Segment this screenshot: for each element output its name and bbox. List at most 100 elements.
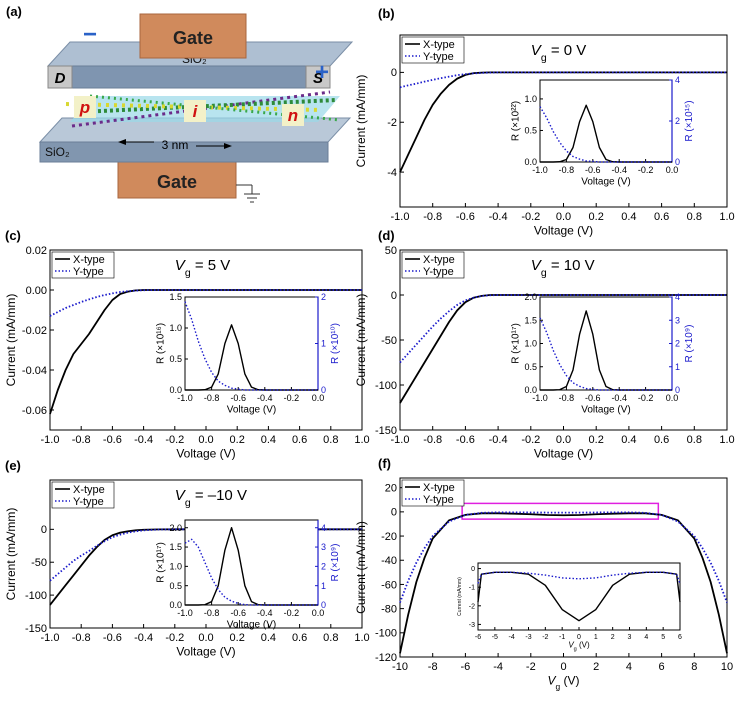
y-tick-label: -3: [469, 622, 475, 629]
inset-frame: [184, 296, 319, 391]
series-line: [477, 571, 681, 584]
legend-box: [51, 251, 115, 279]
x-tick-label: -1.0: [391, 434, 410, 446]
legend-label: Y-type: [73, 496, 104, 508]
y2-axis-label: R (×10¹⁵): [684, 100, 695, 141]
y2-tick-label: 4: [321, 523, 326, 533]
y-tick-label: 2.0: [524, 292, 537, 302]
x-tick-label: 0.4: [621, 211, 636, 223]
y2-axis-label: R (×10¹⁰): [330, 323, 341, 364]
y2-tick-label: 4: [675, 292, 680, 302]
x-tick-label: 0.8: [687, 211, 702, 223]
y-axis-label: Current (mA/mm): [457, 577, 463, 616]
series-line: [540, 104, 672, 163]
minus-sign: −: [83, 21, 97, 48]
x-axis-label: Vg (V): [568, 641, 590, 653]
y2-tick-label: 2: [675, 116, 680, 126]
annotation-part: = –10 V: [191, 487, 247, 504]
x-tick-label: -2: [526, 661, 536, 673]
y-tick-label: -100: [25, 590, 47, 602]
y-axis-label: Current (mA/mm): [4, 294, 18, 387]
x-axis-label: Voltage (V): [227, 620, 276, 631]
y2-tick-label: 1: [321, 339, 326, 349]
x-tick-label: 0.0: [312, 608, 325, 618]
series-line: [399, 511, 728, 603]
y-tick-label: -100: [375, 628, 397, 640]
x-tick-label: 0: [577, 634, 581, 641]
x-tick-label: 1: [594, 634, 598, 641]
x-tick-label: 1.0: [354, 632, 369, 644]
y2-tick-label: 0: [321, 600, 326, 610]
y-tick-label: -80: [381, 603, 397, 615]
y-tick-label: -0.04: [22, 365, 47, 377]
y-tick-label: 0.5: [524, 362, 537, 372]
series-line: [49, 289, 362, 317]
inset-frame: [539, 296, 673, 391]
y-tick-label: 2.0: [169, 523, 182, 533]
source-label: S: [313, 70, 323, 87]
x-tick-label: -0.6: [456, 434, 475, 446]
annotation-part: = 5 V: [191, 257, 231, 274]
x-tick-label: -6: [461, 661, 471, 673]
y2-axis-label: R (×10⁹): [330, 544, 341, 582]
x-axis-label: Voltage (V): [176, 645, 235, 659]
legend-label: X-type: [423, 254, 455, 266]
x-tick-label: 2: [611, 634, 615, 641]
series-line: [399, 294, 727, 364]
y-tick-label: -100: [375, 380, 397, 392]
x-tick-label: -0.8: [72, 632, 91, 644]
x-tick-label: -0.4: [257, 608, 273, 618]
y2-tick-label: 0: [675, 157, 680, 167]
y2-tick-label: 2: [321, 292, 326, 302]
annotation-part: = 0 V: [547, 42, 587, 59]
length-label: 3 nm: [162, 138, 189, 152]
y-tick-label: 0: [391, 290, 397, 302]
x-tick-label: 0.2: [589, 211, 604, 223]
y2-tick-label: 0: [675, 385, 680, 395]
legend-label: Y-type: [423, 51, 454, 63]
x-tick-label: -0.4: [489, 434, 508, 446]
y-tick-label: 0.0: [524, 157, 537, 167]
x-tick-label: 0.0: [666, 393, 679, 403]
panel-label: (e): [5, 458, 21, 473]
top-gate-label: Gate: [173, 28, 213, 48]
y-tick-label: 0.5: [169, 354, 182, 364]
y-axis-label: R (×10²²): [510, 101, 521, 141]
legend-label: X-type: [73, 484, 105, 496]
y-axis-label: Current (mA/mm): [354, 521, 368, 614]
y-tick-label: -0.02: [22, 325, 47, 337]
x-tick-label: -0.6: [103, 632, 122, 644]
x-axis-label: Voltage (V): [534, 447, 593, 461]
x-tick-label: -0.2: [638, 165, 654, 175]
annotation: Vg = –10 V: [175, 487, 247, 509]
drain-label: D: [55, 70, 66, 87]
y-tick-label: 1.5: [169, 542, 182, 552]
x-tick-label: -0.2: [521, 434, 540, 446]
x-tick-label: -0.2: [284, 608, 300, 618]
y-tick-label: -50: [381, 335, 397, 347]
chain: [71, 90, 331, 128]
panel-label: (d): [378, 228, 395, 243]
x-tick-label: -0.2: [165, 434, 184, 446]
y-tick-label: -150: [375, 425, 397, 437]
x-tick-label: 0.4: [261, 434, 276, 446]
annotation: Vg = 0 V: [531, 42, 586, 64]
series-line: [185, 324, 318, 391]
x-axis-label-part: (V): [560, 674, 579, 688]
legend-label: X-type: [423, 482, 455, 494]
y2-tick-label: 4: [675, 75, 680, 85]
x-tick-label: -1.0: [532, 165, 548, 175]
y-tick-label: 0.0: [169, 600, 182, 610]
x-tick-label: 1.0: [719, 434, 734, 446]
inset-frame: [184, 519, 319, 606]
y2-tick-label: 0: [321, 385, 326, 395]
inset-frame: [539, 79, 673, 163]
x-tick-label: -1.0: [41, 434, 60, 446]
annotation-part: g: [185, 497, 191, 509]
region-label: p: [79, 98, 90, 117]
x-tick-label: -0.4: [257, 393, 273, 403]
x-tick-label: -0.2: [638, 393, 654, 403]
legend-label: X-type: [423, 39, 455, 51]
x-tick-label: 0.8: [687, 434, 702, 446]
y2-tick-label: 1: [321, 581, 326, 591]
